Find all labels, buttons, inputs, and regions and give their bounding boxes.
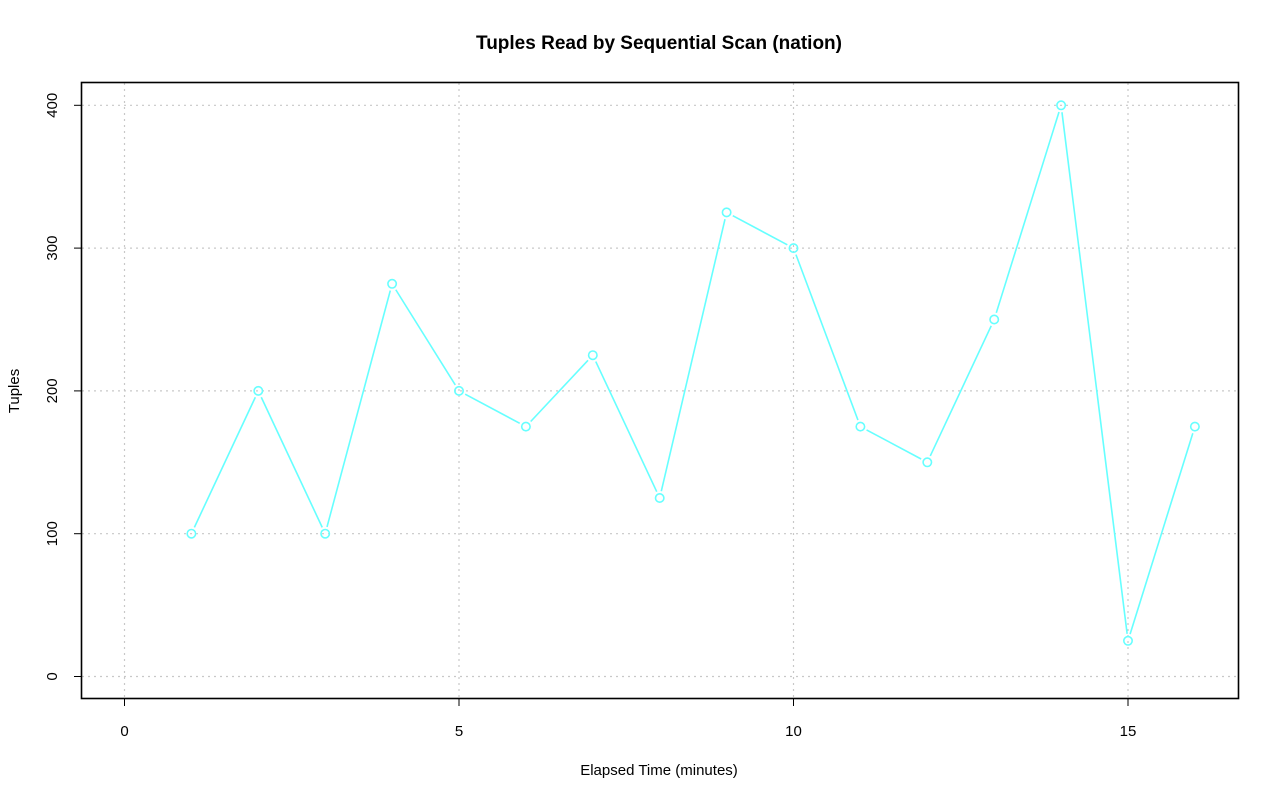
series-line-segment	[464, 393, 521, 425]
y-axis-label: Tuples	[6, 369, 23, 413]
data-point	[721, 207, 732, 218]
y-tick-label: 0	[44, 672, 61, 680]
series-line-segment	[1061, 112, 1128, 634]
y-tick-label: 200	[44, 378, 61, 403]
x-tick-label: 0	[120, 723, 128, 740]
data-point	[320, 528, 331, 539]
data-point	[1056, 100, 1067, 111]
series-line-segment	[260, 396, 323, 528]
series-line-segment	[395, 289, 456, 386]
series-line-segment	[595, 361, 658, 493]
data-point	[855, 421, 866, 432]
y-axis: 0 100 200 300 400	[44, 93, 82, 681]
data-point	[253, 385, 264, 396]
data-point	[520, 421, 531, 432]
series-line-segment	[530, 359, 589, 423]
series-line-segment	[995, 111, 1060, 314]
series-line-segment	[193, 396, 257, 528]
x-tick-label: 5	[455, 723, 463, 740]
data-point	[788, 243, 799, 254]
chart-title: Tuples Read by Sequential Scan (nation)	[476, 33, 842, 54]
grid	[82, 83, 1238, 698]
series-line-segment	[660, 219, 726, 492]
x-axis-label: Elapsed Time (minutes)	[580, 762, 738, 779]
series-line-segment	[1129, 433, 1194, 635]
series-line-segment	[866, 429, 922, 460]
series-layer	[186, 100, 1200, 646]
data-point	[654, 492, 665, 503]
series-line-segment	[929, 325, 992, 457]
data-point	[587, 350, 598, 361]
y-tick-label: 400	[44, 93, 61, 118]
x-tick-label: 10	[785, 723, 802, 740]
x-tick-label: 15	[1120, 723, 1137, 740]
series-line-segment	[795, 254, 859, 421]
data-point	[186, 528, 197, 539]
data-point	[1189, 421, 1200, 432]
y-tick-label: 300	[44, 236, 61, 261]
data-point	[453, 385, 464, 396]
data-point	[922, 457, 933, 468]
data-point	[1123, 635, 1134, 646]
series-line-segment	[732, 214, 788, 246]
y-tick-label: 100	[44, 521, 61, 546]
x-axis: 0 5 10 15	[120, 698, 1136, 740]
data-point	[989, 314, 1000, 325]
data-point	[387, 278, 398, 289]
series-line-segment	[326, 290, 392, 528]
